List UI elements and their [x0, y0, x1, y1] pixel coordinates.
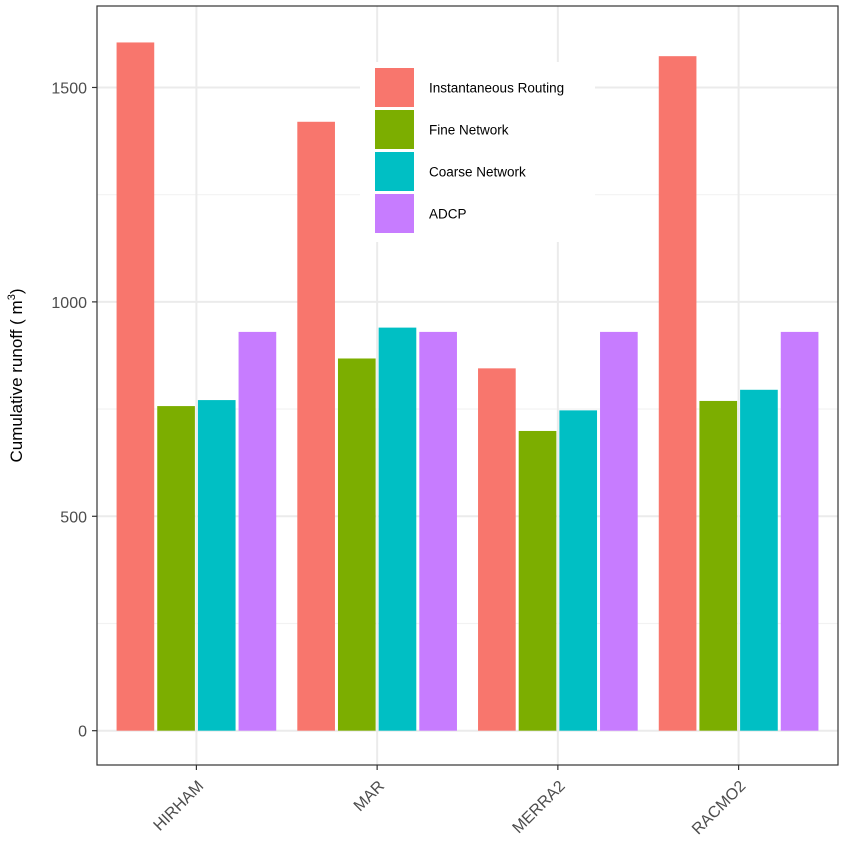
x-tick-label: HIRHAM — [151, 778, 208, 835]
bar-racmo2-instantaneous-routing — [658, 56, 697, 731]
bar-mar-coarse-network — [378, 327, 417, 731]
y-tick-label: 1000 — [51, 295, 87, 312]
legend-label: ADCP — [429, 207, 467, 222]
bar-mar-fine-network — [337, 358, 376, 731]
legend-key — [375, 152, 414, 191]
bar-hirham-fine-network — [157, 406, 195, 731]
bar-racmo2-fine-network — [699, 400, 738, 731]
bar-hirham-instantaneous-routing — [116, 42, 155, 731]
y-tick-label: 1500 — [51, 80, 87, 97]
legend: Instantaneous Routing Fine Network Coarse … — [360, 62, 595, 242]
x-tick-label: RACMO2 — [689, 778, 749, 838]
legend-key — [375, 110, 414, 149]
legend-label: Fine Network — [429, 123, 509, 138]
bar-mar-adcp — [419, 331, 457, 731]
legend-label: Coarse Network — [429, 165, 526, 180]
bar-racmo2-adcp — [780, 331, 819, 731]
bars — [116, 42, 819, 731]
y-tick-label: 0 — [78, 724, 87, 741]
y-tick-label: 500 — [60, 509, 87, 526]
legend-key — [375, 68, 414, 107]
bar-racmo2-coarse-network — [740, 389, 778, 731]
bar-mar-instantaneous-routing — [297, 121, 335, 731]
plot-panel-border — [96, 5, 839, 766]
bar-merra2-fine-network — [518, 430, 557, 731]
y-axis-title: Cumulative runoff ( m3) — [6, 289, 26, 463]
legend-key — [375, 194, 414, 233]
legend-label: Instantaneous Routing — [429, 81, 564, 96]
x-tick-label: MERRA2 — [510, 778, 569, 837]
x-tick-label: MAR — [351, 778, 388, 815]
bar-merra2-adcp — [600, 331, 638, 731]
bar-merra2-coarse-network — [559, 410, 598, 731]
bar-hirham-adcp — [238, 331, 277, 731]
bar-merra2-instantaneous-routing — [478, 368, 516, 731]
bar-hirham-coarse-network — [197, 400, 236, 731]
